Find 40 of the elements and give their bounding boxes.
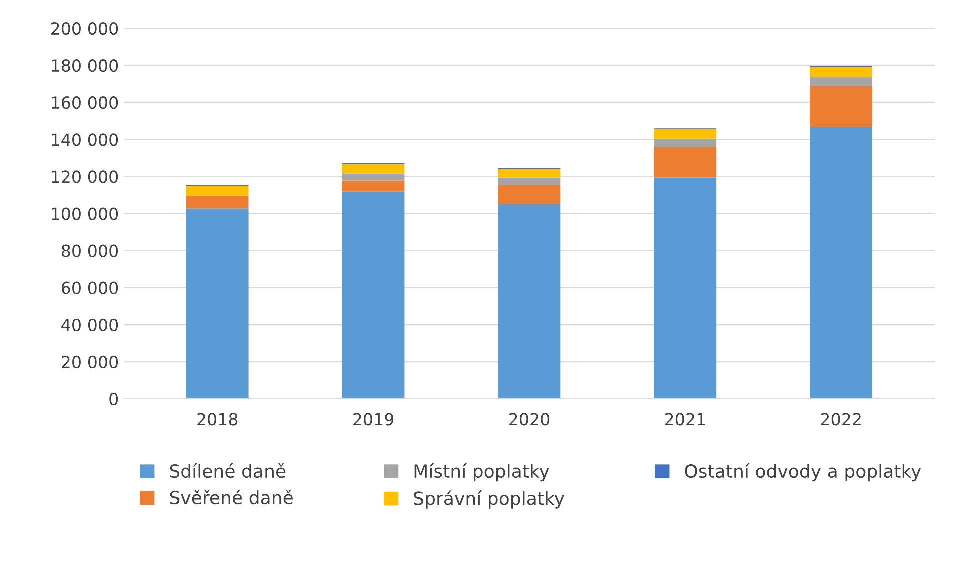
bar: [186, 196, 249, 209]
bar: [342, 164, 405, 174]
bar: [810, 77, 873, 86]
bar: [342, 174, 405, 181]
y-tick-label: 80 000: [62, 244, 118, 258]
y-tick-label: 0: [110, 392, 118, 406]
legend-label: Místní poplatky: [414, 463, 550, 482]
bar: [498, 178, 561, 186]
y-tick-label: 20 000: [62, 356, 118, 369]
legend-label: Správní poplatky: [414, 490, 564, 509]
bar: [810, 127, 873, 399]
x-tick-label: 2022: [821, 413, 861, 426]
y-tick-label: 180 000: [52, 60, 118, 72]
bar: [342, 180, 405, 192]
x-tick-label: 2019: [354, 413, 394, 426]
bar: [498, 169, 561, 178]
y-tick-label: 60 000: [62, 282, 118, 294]
y-tick-label: 120 000: [52, 170, 118, 184]
bar: [654, 138, 717, 148]
x-tick-label: 2018: [198, 413, 238, 426]
legend-label: Ostatní odvody a poplatky: [685, 463, 922, 482]
bar: [654, 128, 717, 139]
bar: [186, 186, 249, 196]
x-tick-label: 2020: [509, 413, 550, 426]
bar: [186, 208, 249, 399]
bar: [498, 185, 561, 204]
bar: [342, 192, 405, 399]
bar: [498, 204, 561, 399]
bar: [654, 178, 717, 399]
bar: [810, 86, 873, 128]
legend-label: Svěřené daně: [170, 490, 293, 505]
x-tick-label: 2021: [665, 413, 706, 426]
y-tick-label: 40 000: [62, 318, 118, 332]
y-tick-label: 100 000: [52, 208, 118, 220]
legend-label: Sdílené daně: [170, 463, 286, 478]
y-tick-label: 160 000: [52, 96, 118, 110]
y-tick-label: 200 000: [51, 22, 118, 36]
bar: [654, 147, 717, 178]
bar: [810, 67, 873, 78]
y-tick-label: 140 000: [52, 134, 118, 146]
